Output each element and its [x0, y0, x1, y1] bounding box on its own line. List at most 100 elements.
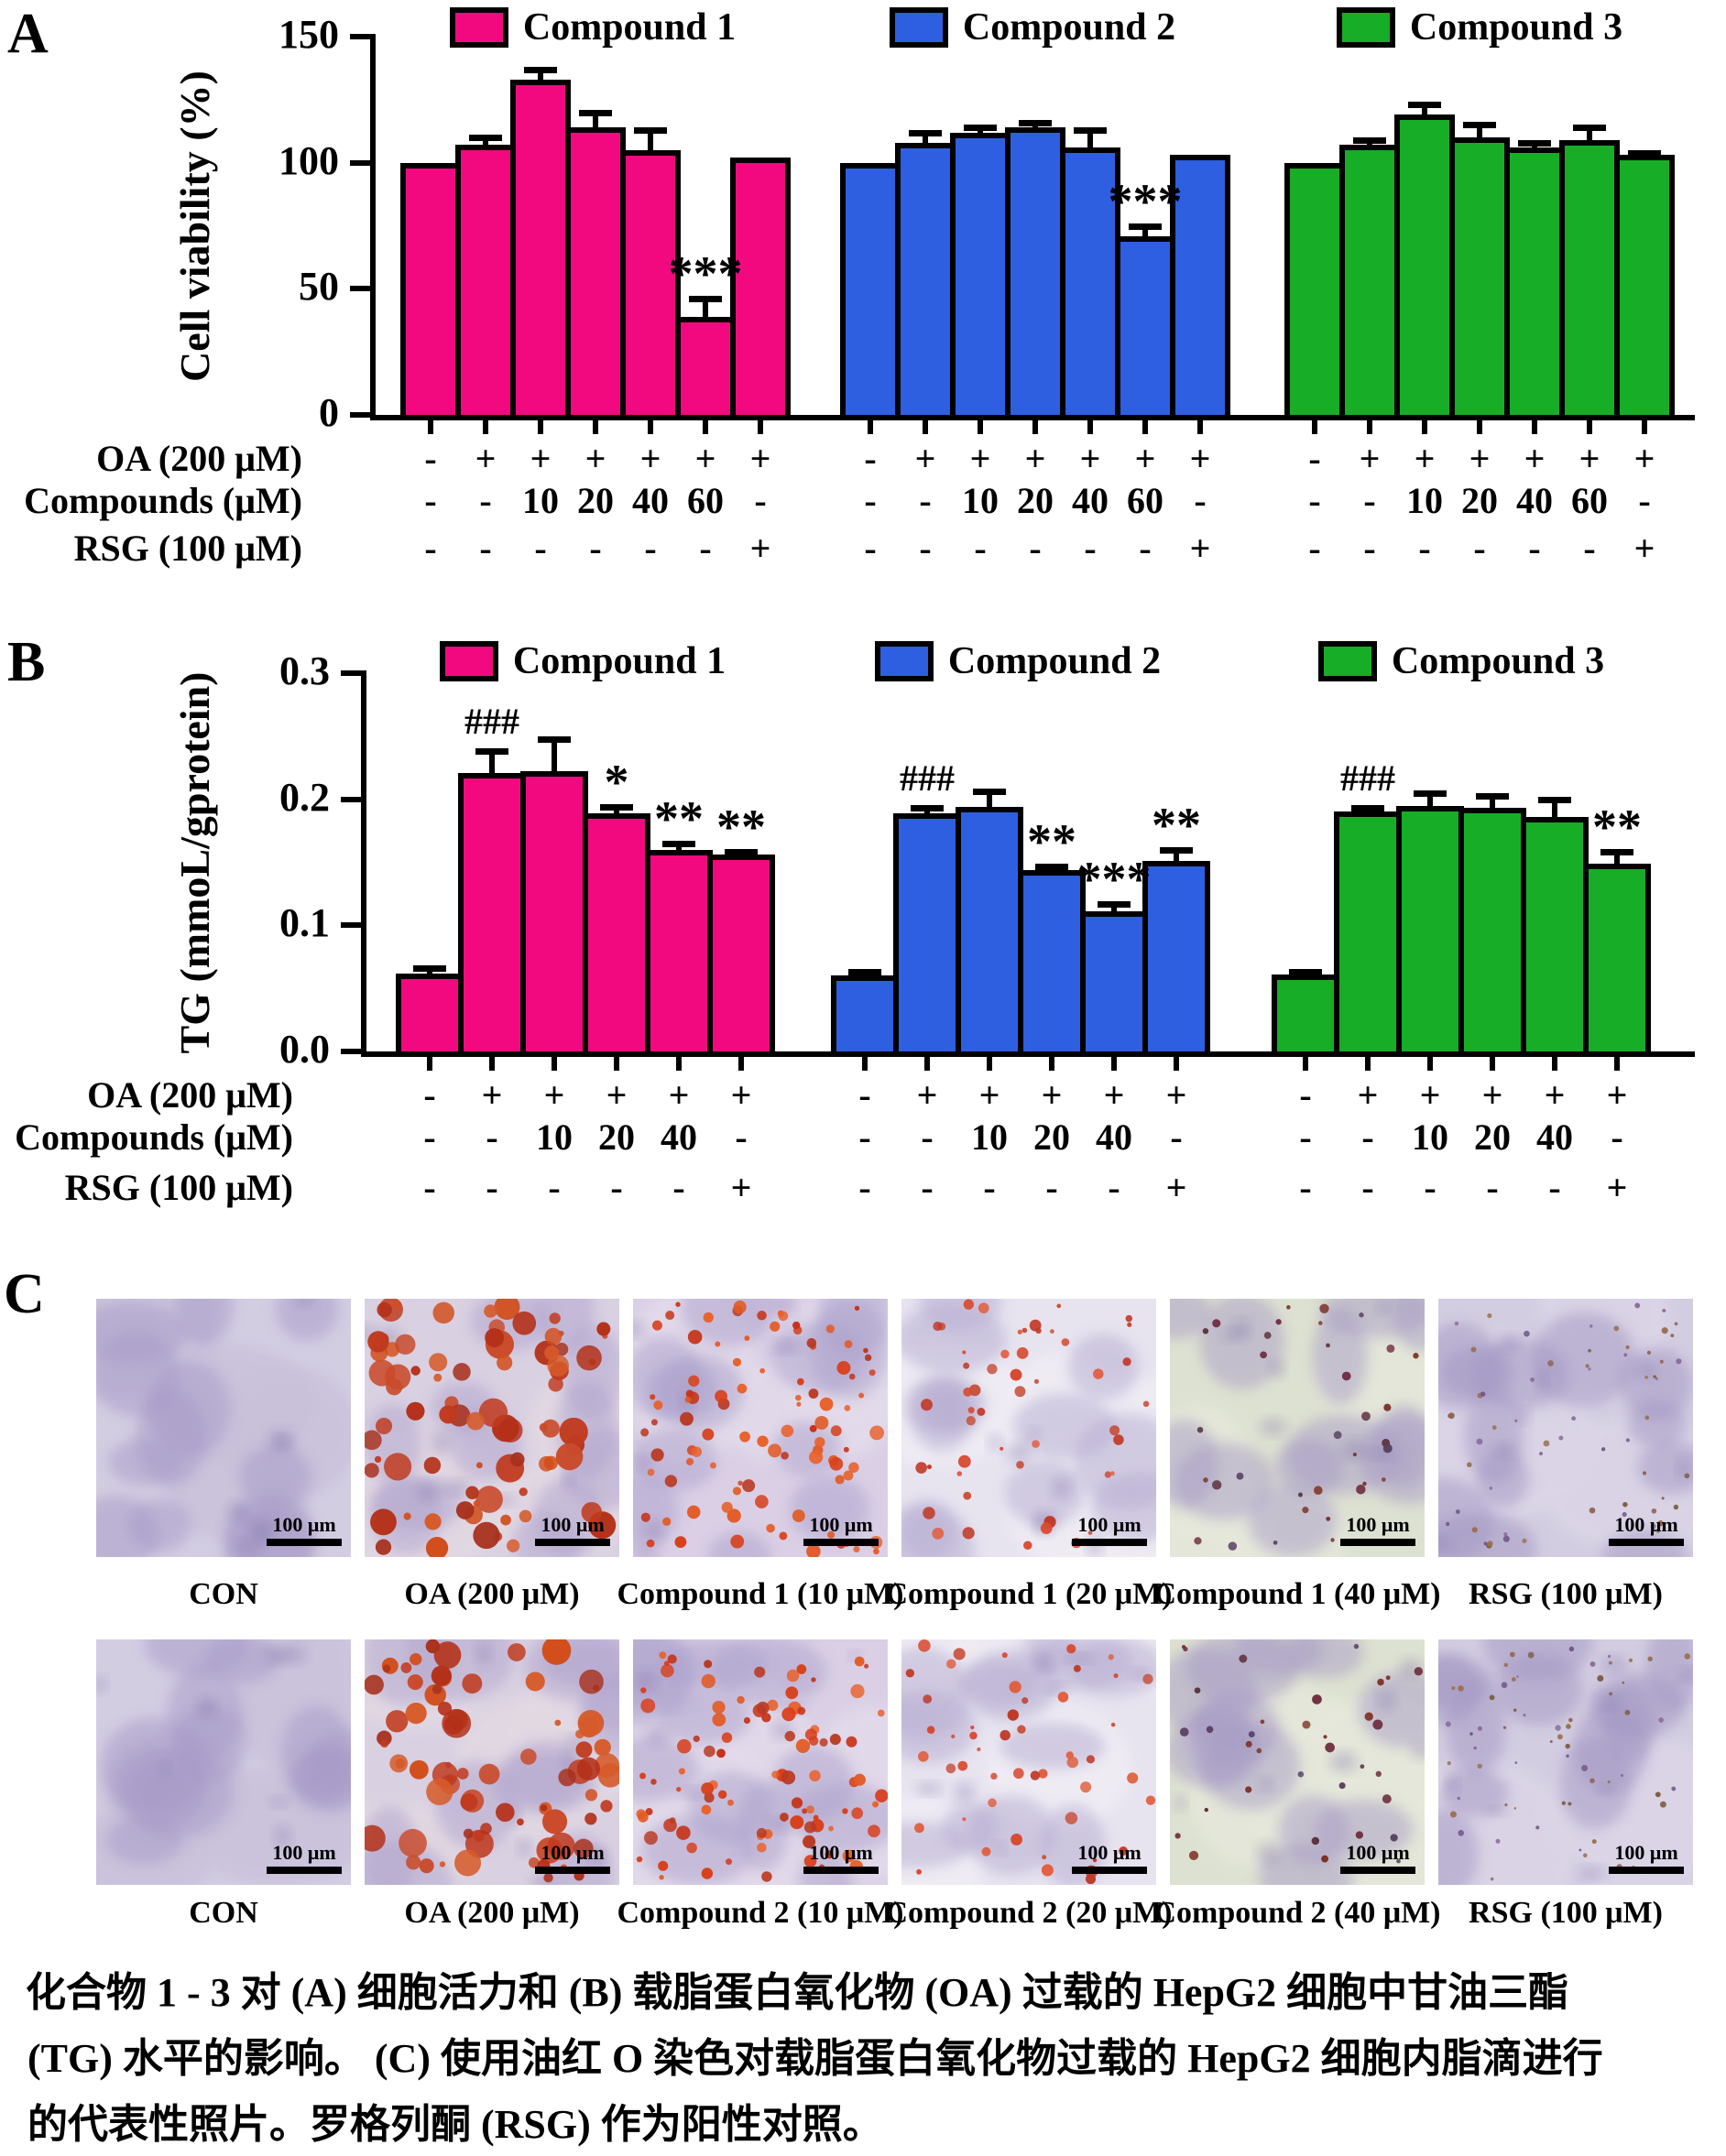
x-subtick	[676, 1057, 682, 1071]
bar	[510, 79, 571, 420]
scale-bar-label: 100 μm	[809, 1513, 873, 1536]
treatment-symbol: -	[1361, 1116, 1374, 1158]
x-subtick	[538, 420, 543, 434]
hash-annotation: ###	[1340, 757, 1395, 800]
micrograph-label: OA (200 μM)	[404, 1896, 580, 1930]
error-bar-cap	[1129, 223, 1162, 230]
error-bar-cap	[1074, 126, 1107, 134]
bar	[455, 145, 516, 420]
significance-annotation: **	[1152, 797, 1201, 853]
treatment-symbol: -	[858, 1116, 871, 1158]
legend-entry: Compound 2	[849, 5, 1216, 49]
bar	[565, 127, 626, 420]
treatment-symbol: 40	[1096, 1116, 1132, 1158]
treatment-symbol: -	[864, 480, 877, 521]
hash-annotation: ###	[900, 757, 955, 800]
error-bar-cap	[524, 66, 557, 73]
legend-swatch	[1317, 641, 1377, 681]
treatment-symbol: +	[543, 1074, 565, 1116]
x-subtick	[923, 420, 928, 434]
y-tick-label: 150	[279, 12, 339, 57]
error-bar-cap	[1573, 125, 1606, 132]
micrograph-label: RSG (100 μM)	[1469, 1577, 1663, 1611]
treatment-symbol: -	[1308, 438, 1321, 479]
scale-bar: 100 μm	[1340, 1843, 1415, 1874]
x-subtick	[593, 420, 598, 434]
micrograph-label: Compound 1 (10 μM)	[617, 1577, 904, 1611]
bar	[620, 149, 681, 420]
bar	[950, 132, 1010, 420]
treatment-symbol: -	[754, 480, 767, 521]
micrograph-rendering	[365, 1639, 619, 1885]
panel-label-a: A	[7, 3, 49, 65]
bar	[730, 158, 791, 420]
treatment-symbol: 10	[522, 480, 559, 521]
treatment-symbol: -	[1170, 1116, 1183, 1158]
treatment-symbol: -	[423, 1167, 436, 1208]
x-subtick	[483, 420, 488, 434]
treatment-symbol: -	[864, 528, 877, 569]
x-subtick	[987, 1057, 992, 1071]
bar	[707, 855, 775, 1057]
treatment-symbol: -	[1638, 480, 1651, 521]
y-tick	[341, 670, 361, 676]
y-tick-label: 0.3	[279, 648, 330, 693]
x-subtick	[489, 1057, 495, 1071]
treatment-symbol: -	[1424, 1167, 1437, 1208]
micrograph-rendering	[901, 1299, 1156, 1557]
treatment-symbol: 20	[1033, 1116, 1070, 1158]
treatment-symbol: 40	[661, 1116, 697, 1158]
micrograph-label: CON	[189, 1577, 258, 1611]
x-subtick	[1642, 420, 1647, 434]
treatment-symbol: 20	[577, 480, 614, 521]
micrograph-image: 100 μm	[1170, 1639, 1425, 1885]
micrograph-rendering	[365, 1299, 619, 1557]
treatment-symbol: +	[1134, 438, 1156, 479]
x-subtick	[1532, 420, 1537, 434]
treatment-symbol: +	[749, 528, 771, 569]
micrograph-label: Compound 1 (40 μM)	[1153, 1577, 1441, 1611]
micrograph-image: 100 μm	[1438, 1299, 1693, 1557]
micrograph-label: CON	[189, 1896, 258, 1930]
significance-annotation: ***	[1076, 851, 1152, 907]
error-bar-cap	[1289, 969, 1322, 976]
treatment-symbol: -	[1528, 528, 1541, 569]
error-bar-stem	[1087, 129, 1093, 161]
micrograph-image: 100 μm	[901, 1639, 1156, 1885]
treatment-symbol: 40	[632, 480, 669, 521]
treatment-symbol: 10	[962, 480, 999, 521]
caption-line-3: 的代表性照片。罗格列酮 (RSG) 作为阳性对照。	[27, 2102, 883, 2147]
treatment-symbol: 20	[598, 1116, 635, 1158]
micrograph-rendering	[96, 1299, 351, 1557]
treatment-symbol: +	[916, 1074, 938, 1116]
scale-bar-label: 100 μm	[1077, 1841, 1142, 1864]
treatment-symbol: -	[1108, 1167, 1120, 1208]
treatment-row-label: Compounds (μM)	[15, 1116, 293, 1158]
treatment-symbol: 40	[1536, 1116, 1573, 1158]
treatment-symbol: -	[486, 1167, 498, 1208]
treatment-symbol: +	[1165, 1167, 1187, 1208]
error-bar-stem	[489, 751, 495, 786]
error-bar-stem	[703, 299, 708, 330]
x-subtick	[978, 420, 983, 434]
treatment-symbol: 40	[1072, 480, 1109, 521]
x-subtick	[1049, 1057, 1054, 1071]
bar	[1521, 816, 1589, 1057]
scale-bar-line	[1340, 1539, 1415, 1546]
legend-swatch	[874, 641, 934, 681]
treatment-symbol: -	[644, 528, 657, 569]
treatment-symbol: +	[1544, 1074, 1566, 1116]
micrograph-rendering	[1438, 1639, 1693, 1885]
bar	[831, 975, 899, 1057]
error-bar-cap	[538, 735, 571, 743]
x-subtick	[1477, 420, 1482, 434]
bar	[840, 162, 901, 420]
error-bar-stem	[1552, 799, 1557, 830]
scale-bar-label: 100 μm	[541, 1513, 605, 1536]
scale-bar-label: 100 μm	[272, 1513, 336, 1536]
micrograph-rendering	[633, 1299, 888, 1557]
treatment-symbol: -	[424, 438, 437, 479]
micrograph-label: Compound 2 (40 μM)	[1153, 1896, 1441, 1930]
treatment-symbol: -	[479, 480, 492, 521]
